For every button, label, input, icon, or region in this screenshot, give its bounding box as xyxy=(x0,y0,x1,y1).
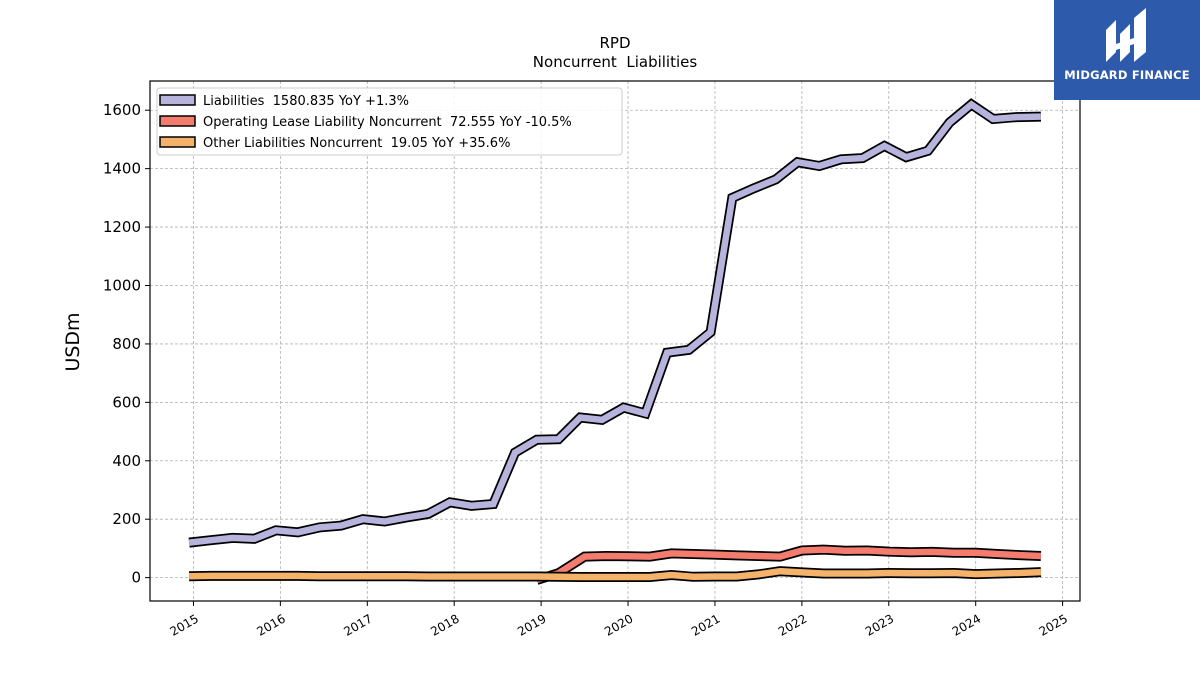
brand-logo: MIDGARD FINANCE xyxy=(1054,0,1200,100)
y-tick-label: 0 xyxy=(131,569,141,587)
series-line xyxy=(535,544,1042,585)
series-line-fill xyxy=(188,100,1041,546)
x-tick-label: 2019 xyxy=(515,611,548,638)
legend-label: Liabilities 1580.835 YoY +1.3% xyxy=(203,94,409,109)
y-tick-label: 1000 xyxy=(103,276,141,294)
series-line-fill xyxy=(189,567,1042,581)
y-tick-label: 1600 xyxy=(103,101,141,119)
x-tick-label: 2023 xyxy=(863,611,896,638)
y-tick-label: 400 xyxy=(112,452,141,470)
x-tick-label: 2025 xyxy=(1037,611,1070,638)
x-tick-label: 2020 xyxy=(602,611,635,638)
series-line xyxy=(188,98,1042,548)
legend-swatch xyxy=(159,115,196,127)
x-tick-label: 2015 xyxy=(168,611,201,638)
y-axis-label: USDm xyxy=(62,312,84,371)
y-tick-label: 600 xyxy=(112,393,141,411)
series-lines xyxy=(188,98,1042,585)
legend-label: Other Liabilities Noncurrent 19.05 YoY +… xyxy=(203,136,510,151)
x-tick-label: 2021 xyxy=(689,611,722,638)
x-tick-label: 2022 xyxy=(776,611,809,638)
legend-box xyxy=(156,87,623,156)
series-line-fill xyxy=(535,546,1042,584)
y-axis: 0 200 400 600 800 1000 1200 1400 1600 xyxy=(103,101,150,587)
x-tick-label: 2018 xyxy=(428,611,461,638)
series-line-outline xyxy=(188,98,1042,548)
y-tick-label: 800 xyxy=(112,335,141,353)
x-tick-label: 2016 xyxy=(254,611,287,638)
plot-frame xyxy=(149,80,1081,602)
brand-name: MIDGARD FINANCE xyxy=(1064,68,1190,82)
x-axis: 2015 2016 2017 2018 2019 2020 2021 2022 2023 2024… xyxy=(168,601,1070,639)
legend-swatch xyxy=(159,136,196,148)
legend: Liabilities 1580.835 YoY +1.3% Operating … xyxy=(156,87,623,156)
x-tick-label: 2017 xyxy=(341,611,374,638)
y-tick-label: 1200 xyxy=(103,218,141,236)
chart-subtitle: Noncurrent Liabilities xyxy=(533,53,698,71)
series-line xyxy=(189,566,1042,582)
midgard-logo-icon xyxy=(1106,8,1146,62)
legend-label: Operating Lease Liability Noncurrent 72.… xyxy=(203,115,572,130)
legend-item: Operating Lease Liability Noncurrent 72.… xyxy=(159,115,572,130)
legend-item: Liabilities 1580.835 YoY +1.3% xyxy=(159,94,409,109)
chart-title: RPD xyxy=(599,34,630,52)
x-tick-label: 2024 xyxy=(950,611,983,638)
y-tick-label: 200 xyxy=(112,510,141,528)
grid xyxy=(150,81,1080,601)
legend-item: Other Liabilities Noncurrent 19.05 YoY +… xyxy=(159,136,510,151)
y-tick-label: 1400 xyxy=(103,160,141,178)
legend-swatch xyxy=(159,94,196,106)
